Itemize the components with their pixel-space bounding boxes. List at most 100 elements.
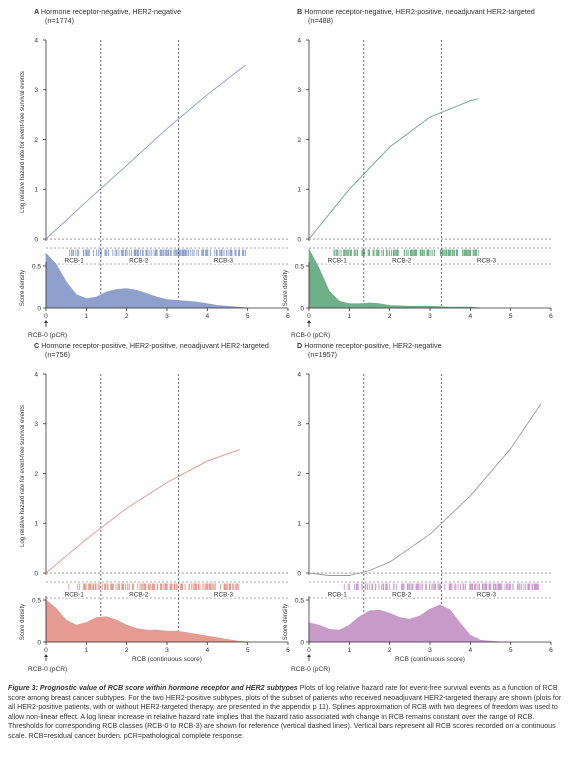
panel-b-title: B Hormone receptor-negative, HER2-positi… xyxy=(297,7,535,16)
panel-c-letter: C xyxy=(34,341,41,350)
panel-b-y-tick-label: 2 xyxy=(297,137,301,144)
panel-a-class-label: RCB-1 xyxy=(65,258,85,265)
panel-b-x-tick-label: 6 xyxy=(549,313,553,320)
panel-a-title: A Hormone receptor-negative, HER2-negati… xyxy=(34,7,181,16)
panel-c-density-label: Score density xyxy=(20,604,26,640)
figure-caption: Figure 3: Prognostic value of RCB score … xyxy=(8,684,564,742)
panel-a-n: (n=1774) xyxy=(45,16,74,25)
panel-a-y-tick-label: 4 xyxy=(34,37,38,44)
panel-d-class-label-bg xyxy=(475,591,498,598)
panel-c-x-axis-label: RCB (continuous score) xyxy=(132,656,202,663)
panel-d-class-label: RCB-3 xyxy=(477,592,497,599)
panel-c-title-text: Hormone receptor-positive, HER2-positive… xyxy=(41,341,269,350)
panel-b-density-label: Score density xyxy=(283,270,289,306)
panel-b-n: (n=488) xyxy=(308,16,333,25)
panel-a-class-label-bg xyxy=(127,257,150,264)
panel-b-x-tick-label: 5 xyxy=(509,313,513,320)
panel-d-density-area xyxy=(308,604,511,643)
caption-title: Figure 3: Prognostic value of RCB score … xyxy=(8,684,298,692)
panel-b-letter: B xyxy=(297,7,304,16)
panel-a-pcr-arrowhead xyxy=(44,320,48,323)
panel-c-hazard-curve xyxy=(45,449,240,574)
panel-d-class-label-bg xyxy=(326,591,349,598)
panel-d-class-label: RCB-1 xyxy=(328,592,348,599)
panel-d-density-tick-label: 0.5 xyxy=(295,597,304,604)
panel-c-density-tick-label: 0.5 xyxy=(32,597,41,604)
panel-d-y-tick-label: 3 xyxy=(297,421,301,428)
panel-c-class-label-bg xyxy=(127,591,150,598)
panel-a-y-tick-label: 2 xyxy=(34,137,38,144)
panel-a-density-tick-label: 0.5 xyxy=(32,263,41,270)
panel-a-x-tick-label: 3 xyxy=(165,313,169,320)
panel-c-y-tick-label: 2 xyxy=(34,471,38,478)
panel-c-x-tick-label: 0 xyxy=(44,647,48,654)
panel-d-x-tick-label: 5 xyxy=(509,647,513,654)
panel-d-letter: D xyxy=(297,341,304,350)
panel-d-pcr-label: RCB-0 (pCR) xyxy=(291,666,330,673)
panel-b-x-tick-label: 2 xyxy=(388,313,392,320)
figure-canvas: A Hormone receptor-negative, HER2-negati… xyxy=(20,7,553,673)
panel-d-x-tick-label: 0 xyxy=(307,647,311,654)
panel-a-x-tick-label: 2 xyxy=(125,313,129,320)
panel-c-y-tick-label: 3 xyxy=(34,421,38,428)
panel-d-density-label: Score density xyxy=(283,604,289,640)
panel-a-class-label-bg xyxy=(63,257,86,264)
panel-a-y-tick-label: 3 xyxy=(34,87,38,94)
panel-b-pcr-arrowhead xyxy=(307,320,311,323)
caption-text: Plots of log relative hazard rate for ev… xyxy=(8,684,562,740)
panel-b-x-tick-label: 1 xyxy=(347,313,351,320)
panel-d-x-tick-label: 3 xyxy=(428,647,432,654)
panel-d-x-tick-label: 2 xyxy=(388,647,392,654)
panel-a-y-tick-label: 0 xyxy=(34,236,38,243)
panel-b-class-label: RCB-1 xyxy=(328,258,348,265)
panel-a-hazard-curve xyxy=(45,64,246,240)
panel-d-y-tick-label: 0 xyxy=(297,570,301,577)
panel-b-title-text: Hormone receptor-negative, HER2-positive… xyxy=(304,7,535,16)
panel-a-x-tick-label: 0 xyxy=(44,313,48,320)
panel-b-x-tick-label: 3 xyxy=(428,313,432,320)
panel-d-pcr-arrowhead xyxy=(307,654,311,657)
panel-a-y-tick-label: 1 xyxy=(34,187,38,194)
panel-a-x-tick-label: 1 xyxy=(84,313,88,320)
panel-c-class-label: RCB-3 xyxy=(214,592,234,599)
panel-b-x-tick-label: 0 xyxy=(307,313,311,320)
panel-a-density-tick-label: 0 xyxy=(37,305,41,312)
panel-c-pcr-label: RCB-0 (pCR) xyxy=(28,666,67,673)
panel-c-x-tick-label: 5 xyxy=(246,647,250,654)
panel-a-class-label-bg xyxy=(212,257,235,264)
panel-a-letter: A xyxy=(34,7,41,16)
panel-c-y-tick-label: 1 xyxy=(34,521,38,528)
panel-a-x-tick-label: 6 xyxy=(286,313,290,320)
panel-c-x-tick-label: 6 xyxy=(286,647,290,654)
panel-d-hazard-curve xyxy=(308,403,542,576)
panel-c-y-axis-label: Log relative hazard rate for event-free … xyxy=(20,405,26,547)
panel-b-class-label-bg xyxy=(326,257,349,264)
panel-d-title: D Hormone receptor-positive, HER2-negati… xyxy=(297,341,442,350)
panel-d-title-text: Hormone receptor-positive, HER2-negative xyxy=(304,341,441,350)
panel-a-pcr-label: RCB-0 (pCR) xyxy=(28,332,67,339)
panel-c-density-tick-label: 0 xyxy=(37,639,41,646)
panel-b-density-tick-label: 0.5 xyxy=(295,263,304,270)
panel-d-y-tick-label: 4 xyxy=(297,371,301,378)
panel-d-x-tick-label: 1 xyxy=(347,647,351,654)
panel-b-y-tick-label: 3 xyxy=(297,87,301,94)
panel-b-x-tick-label: 4 xyxy=(468,313,472,320)
panel-c-class-label-bg xyxy=(63,591,86,598)
panel-b-density-tick-label: 0 xyxy=(300,305,304,312)
panel-d-n: (n=1957) xyxy=(308,350,337,359)
panel-a-x-tick-label: 4 xyxy=(205,313,209,320)
panel-c-class-label: RCB-1 xyxy=(65,592,85,599)
panel-c-x-tick-label: 3 xyxy=(165,647,169,654)
panel-d-class-label: RCB-2 xyxy=(392,592,412,599)
panel-a-density-label: Score density xyxy=(20,270,26,306)
panel-c-class-label: RCB-2 xyxy=(129,592,149,599)
panel-b-hazard-curve xyxy=(308,98,479,240)
panel-d-x-tick-label: 6 xyxy=(549,647,553,654)
panel-c-density-area xyxy=(45,599,248,643)
panel-c-class-label-bg xyxy=(212,591,235,598)
panel-b-y-tick-label: 4 xyxy=(297,37,301,44)
panel-c-x-tick-label: 4 xyxy=(205,647,209,654)
panel-c-x-tick-label: 2 xyxy=(125,647,129,654)
panel-a-class-label: RCB-3 xyxy=(214,258,234,265)
panel-a-density-area xyxy=(45,252,248,309)
